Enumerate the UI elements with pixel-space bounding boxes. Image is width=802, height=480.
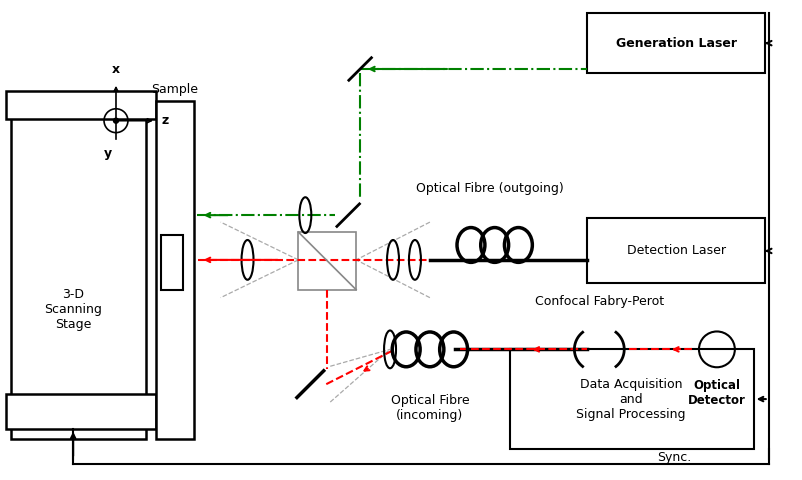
Bar bbox=[298, 232, 356, 290]
Bar bbox=[587, 218, 765, 283]
Text: Sync.: Sync. bbox=[657, 451, 691, 464]
Text: Confocal Fabry-Perot: Confocal Fabry-Perot bbox=[535, 295, 664, 308]
Bar bbox=[161, 235, 183, 290]
Bar bbox=[6, 394, 156, 429]
Bar bbox=[156, 101, 194, 439]
Text: 3-D
Scanning
Stage: 3-D Scanning Stage bbox=[44, 288, 102, 331]
Text: Detection Laser: Detection Laser bbox=[626, 244, 726, 257]
Bar bbox=[509, 349, 754, 449]
Text: y: y bbox=[104, 146, 112, 159]
Circle shape bbox=[114, 118, 119, 123]
Text: Optical
Detector: Optical Detector bbox=[688, 379, 746, 407]
Text: Generation Laser: Generation Laser bbox=[616, 36, 736, 49]
Text: Sample: Sample bbox=[152, 83, 198, 96]
Text: Optical Fibre
(incoming): Optical Fibre (incoming) bbox=[391, 394, 469, 422]
Bar bbox=[587, 13, 765, 73]
Text: Optical Fibre (outgoing): Optical Fibre (outgoing) bbox=[415, 182, 564, 195]
Text: z: z bbox=[162, 114, 169, 127]
Text: x: x bbox=[112, 63, 120, 76]
Bar bbox=[11, 106, 146, 439]
Text: Data Acquisition
and
Signal Processing: Data Acquisition and Signal Processing bbox=[577, 378, 686, 420]
Bar bbox=[6, 91, 156, 119]
